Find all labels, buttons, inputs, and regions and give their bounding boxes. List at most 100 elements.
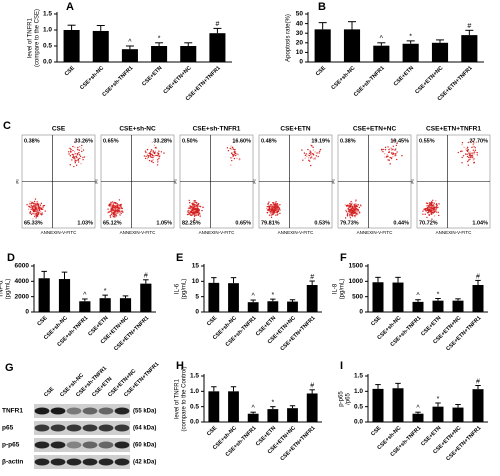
flow-event	[382, 150, 384, 153]
flow-event	[39, 210, 42, 213]
flow-event	[469, 151, 471, 153]
flow-event	[350, 208, 353, 210]
panel-letter: C	[3, 120, 11, 132]
flow-event	[108, 211, 110, 214]
flow-event	[70, 148, 72, 151]
flow-event	[269, 205, 271, 208]
flow-event	[431, 212, 433, 214]
flow-title: CSE+sh-NC	[119, 126, 156, 133]
flow-event	[42, 208, 44, 211]
flow-event	[67, 151, 70, 153]
error-bar	[347, 21, 357, 30]
flow-event	[468, 159, 470, 161]
flow-event	[471, 146, 473, 149]
flow-event	[230, 145, 232, 147]
flow-event	[429, 210, 432, 212]
quadrant-value: 0.48%	[261, 138, 277, 144]
flow-event	[37, 206, 40, 208]
bar	[373, 45, 390, 62]
flow-event	[109, 216, 112, 218]
flow-event	[270, 204, 272, 206]
flow-event	[382, 148, 384, 151]
flow-event	[156, 164, 159, 166]
bar	[472, 285, 484, 312]
flow-event	[351, 214, 354, 217]
flow-x-label: ANNEXIN-V-FITC	[436, 230, 473, 235]
row-label: p65	[2, 425, 14, 432]
panel-letter: B	[318, 1, 326, 13]
flow-event	[74, 156, 76, 158]
significance-marker: ^	[252, 293, 256, 300]
row-label: β-actin	[2, 459, 23, 466]
flow-event	[78, 152, 80, 154]
flow-event	[385, 155, 388, 158]
flow-event	[148, 159, 151, 162]
y-axis-label: Apoptosis rate(%)	[286, 14, 292, 62]
flow-event	[277, 213, 280, 215]
flow-event	[115, 215, 118, 217]
flow-event	[303, 152, 306, 154]
flow-event	[384, 146, 387, 149]
flow-event	[388, 151, 391, 153]
significance-marker: *	[437, 396, 440, 403]
flow-event	[302, 159, 304, 161]
flow-event	[431, 202, 434, 204]
flow-event	[117, 211, 119, 213]
flow-event	[357, 208, 359, 211]
flow-event	[305, 153, 308, 155]
flow-event	[156, 154, 158, 157]
flow-event	[112, 203, 114, 205]
flow-event	[36, 202, 39, 205]
flow-event	[149, 156, 152, 158]
error-bar	[309, 280, 315, 286]
error-bar	[230, 386, 237, 392]
flow-event	[273, 207, 276, 209]
flow-event	[190, 214, 192, 216]
flow-event	[424, 213, 426, 215]
flow-event	[116, 203, 118, 206]
flow-event	[199, 205, 201, 208]
flow-event	[423, 208, 425, 210]
bar	[372, 388, 384, 422]
error-bar	[184, 42, 193, 46]
flow-event	[349, 209, 352, 211]
flow-event	[279, 209, 281, 211]
flow-event	[271, 202, 274, 204]
quadrant-value: 1.05%	[156, 220, 172, 226]
flow-event	[74, 153, 76, 155]
flow-event	[344, 217, 347, 219]
error-bar	[475, 385, 481, 390]
flow-event	[34, 215, 36, 218]
flow-event	[226, 147, 229, 149]
flow-event	[276, 203, 279, 205]
flow-event	[267, 206, 270, 208]
flow-event	[435, 207, 438, 209]
flow-event	[77, 159, 79, 161]
flow-event	[70, 151, 72, 153]
significance-marker: *	[437, 291, 440, 298]
error-bar	[395, 382, 401, 389]
flow-event	[467, 141, 469, 144]
flow-event	[111, 212, 113, 214]
flow-event	[473, 161, 476, 164]
flow-event	[435, 200, 437, 202]
flow-event	[31, 207, 34, 210]
x-tick-label: CSE+ETN	[393, 65, 415, 87]
flow-event	[353, 210, 355, 213]
flow-event	[469, 158, 471, 160]
blot-band	[82, 424, 98, 432]
flow-event	[110, 208, 112, 211]
x-tick-label: CSE	[315, 65, 327, 77]
flow-event	[395, 148, 397, 150]
quadrant-value: 79.73%	[340, 220, 359, 226]
flow-event	[312, 153, 315, 156]
flow-event	[76, 152, 79, 155]
significance-marker: #	[310, 274, 314, 281]
error-bar	[415, 299, 421, 302]
flow-event	[33, 200, 36, 203]
flow-event	[69, 155, 72, 157]
flow-event	[387, 146, 389, 148]
flow-event	[461, 156, 463, 159]
flow-event	[34, 198, 37, 200]
flow-event	[111, 208, 113, 211]
